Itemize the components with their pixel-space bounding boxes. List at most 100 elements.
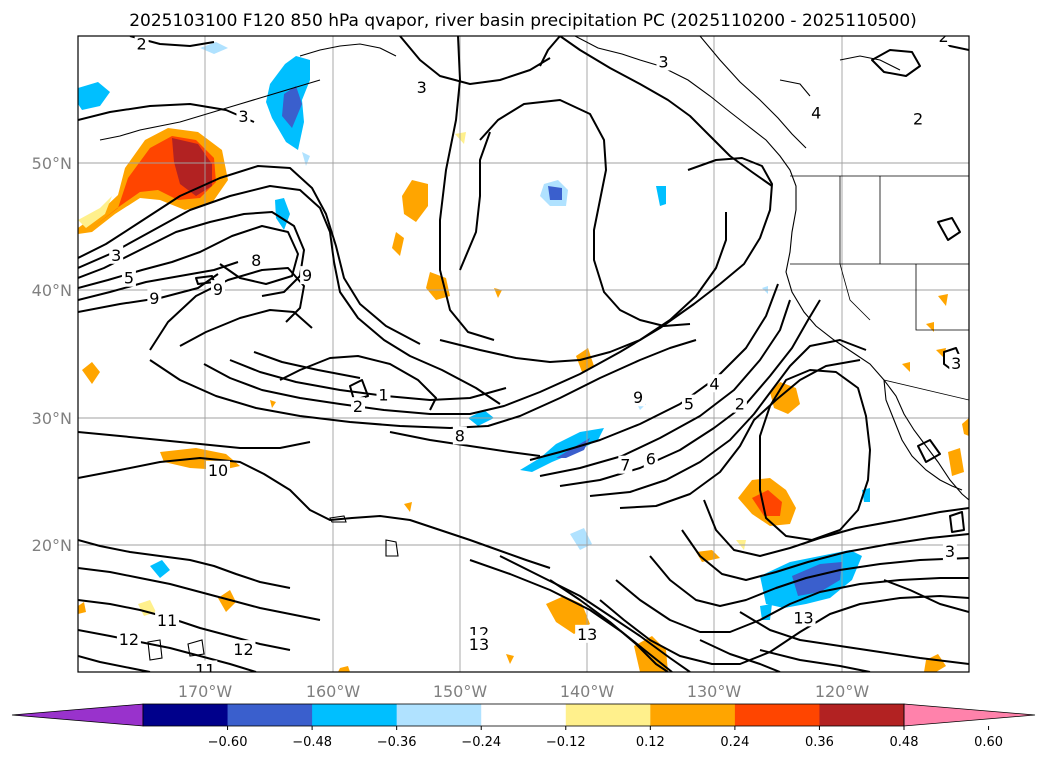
contour-label-bg <box>147 289 162 308</box>
contour-label-bg <box>109 245 124 264</box>
colorbar-extend-high <box>903 703 1036 727</box>
colorbar-segment <box>565 704 651 726</box>
coastlines <box>99 36 969 661</box>
contour-label: 1 <box>378 386 388 405</box>
colorbar-labels: −0.60 −0.48 −0.36 −0.24 −0.12 0.12 0.24 0.36 0.4… <box>208 726 1003 750</box>
colorbar-segment <box>227 704 313 726</box>
contour-label-bg <box>193 660 218 672</box>
colorbar-segment <box>650 704 736 726</box>
lon-label-170w: 170°W <box>178 682 233 701</box>
contour-label-bg <box>206 460 231 479</box>
colorbar-tick-label: −0.24 <box>461 735 501 750</box>
contour-label: 3 <box>945 542 955 561</box>
contour-label-bg <box>643 449 658 468</box>
contour-label: 2 <box>353 397 363 416</box>
colorbar-segment <box>481 704 567 726</box>
contour-label: 4 <box>811 103 821 122</box>
contour-label: 9 <box>302 266 312 285</box>
colorbar: −0.60 −0.48 −0.36 −0.24 −0.12 0.12 0.24 0.36 0.4… <box>11 703 1036 750</box>
contour-label-bg <box>376 385 391 404</box>
contour-label: 10 <box>208 461 228 480</box>
colorbar-frame <box>142 703 905 727</box>
contour-label: 9 <box>149 289 159 308</box>
latitude-labels: 50°N 40°N 30°N 20°N <box>32 154 72 555</box>
contour-label: 2 <box>137 35 147 54</box>
contour-label: 12 <box>119 630 139 649</box>
colorbar-segment <box>734 704 820 726</box>
colorbar-tick-label: −0.60 <box>208 735 248 750</box>
contour-label-bg <box>707 374 722 393</box>
contour-label: 2 <box>735 395 745 414</box>
graticule <box>78 36 969 672</box>
contour-label: 7 <box>620 456 630 475</box>
lon-label-150w: 150°W <box>433 682 488 701</box>
contour-label-bg <box>466 635 491 654</box>
contour-label-bg <box>414 77 429 96</box>
contour-label-bg <box>134 36 149 53</box>
contour-label: 13 <box>577 625 597 644</box>
contour-label-bg <box>732 394 747 413</box>
colorbar-segments <box>11 703 1036 727</box>
contour-label-bg <box>249 250 264 269</box>
contour-label-bg <box>949 353 964 372</box>
contour-label: 2 <box>938 27 948 46</box>
colorbar-segment <box>819 704 905 726</box>
colorbar-tick-label: −0.36 <box>377 735 417 750</box>
lat-label-40: 40°N <box>32 281 72 300</box>
colorbar-segment <box>143 704 229 726</box>
contour-label: 5 <box>124 269 134 288</box>
contour-label-bg <box>791 608 816 627</box>
colorbar-tick-label: −0.12 <box>546 735 586 750</box>
contour-label-bg <box>681 394 696 413</box>
contour-label: 9 <box>633 388 643 407</box>
contour-label: 6 <box>646 449 656 468</box>
colorbar-tick-label: 0.24 <box>720 735 749 750</box>
lon-label-140w: 140°W <box>560 682 615 701</box>
contour-label: 8 <box>455 426 465 445</box>
contour-label: 5 <box>684 395 694 414</box>
contour-label-bg <box>236 107 251 126</box>
contour-label-bg <box>656 52 671 71</box>
contour-label-bg <box>300 266 315 285</box>
contour-label: 4 <box>709 374 719 393</box>
colorbar-tick-label: 0.48 <box>890 735 919 750</box>
contour-label: 13 <box>469 635 489 654</box>
contour-label: 8 <box>251 251 261 270</box>
colorbar-extend-low <box>11 703 144 727</box>
contour-label-bg <box>942 542 957 561</box>
contour-label: 11 <box>195 660 215 679</box>
lon-label-130w: 130°W <box>687 682 742 701</box>
contour-label: 3 <box>658 52 668 71</box>
colorbar-tick-label: 0.36 <box>805 735 834 750</box>
contour-label-bg <box>211 280 226 299</box>
contour-label: 3 <box>417 78 427 97</box>
contour-label: 13 <box>793 608 813 627</box>
contour-label-bg <box>631 388 646 407</box>
colorbar-tick-label: 0.60 <box>974 735 1003 750</box>
contour-label: 2 <box>913 110 923 129</box>
figure-title: 2025103100 F120 850 hPa qvapor, river ba… <box>129 11 917 31</box>
colorbar-segment <box>312 704 398 726</box>
contour-label-bg <box>936 36 951 45</box>
lat-label-50: 50°N <box>32 154 72 173</box>
map-frame <box>77 35 970 673</box>
contour-label-bg <box>618 455 633 474</box>
qvapor-contours <box>78 36 969 672</box>
contour-label-bg <box>121 268 136 287</box>
colorbar-tick-label: −0.48 <box>292 735 332 750</box>
lon-label-120w: 120°W <box>815 682 870 701</box>
contour-label: 12 <box>233 640 253 659</box>
contour-label-bg <box>155 610 180 629</box>
lat-label-30: 30°N <box>32 409 72 428</box>
contour-label: 3 <box>111 246 121 265</box>
lon-label-160w: 160°W <box>306 682 361 701</box>
contour-label: 3 <box>238 107 248 126</box>
longitude-labels: 170°W 160°W 150°W 140°W 130°W 120°W <box>178 682 870 701</box>
contour-label: 9 <box>213 280 223 299</box>
contour-label: 3 <box>951 354 961 373</box>
lat-label-20: 20°N <box>32 536 72 555</box>
colorbar-tick-label: 0.12 <box>636 735 665 750</box>
